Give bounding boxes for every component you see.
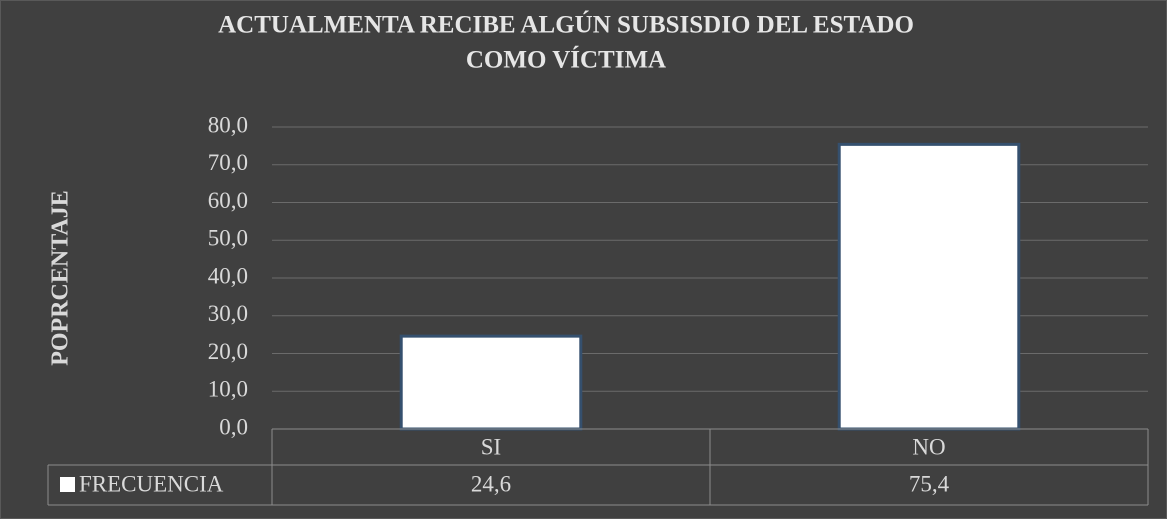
y-tick-label: 0,0: [219, 414, 248, 439]
y-axis-label: POPRCENTAJE: [48, 190, 74, 366]
bar: [837, 142, 1021, 431]
bar: [399, 334, 583, 431]
x-tick-label: NO: [912, 434, 945, 459]
y-tick-label: 40,0: [208, 263, 248, 288]
y-tick-label: 50,0: [208, 226, 248, 251]
legend-label: FRECUENCIA: [79, 471, 224, 496]
y-tick-label: 70,0: [208, 150, 248, 175]
chart-title: COMO VÍCTIMA: [466, 46, 666, 74]
y-tick-label: 30,0: [208, 301, 248, 326]
legend-swatch: [60, 477, 75, 492]
x-tick-label: SI: [481, 434, 501, 459]
data-table-value: 75,4: [909, 471, 950, 496]
data-table-value: 24,6: [471, 471, 511, 496]
y-tick-label: 60,0: [208, 188, 248, 213]
y-tick-label: 80,0: [208, 112, 248, 137]
y-tick-label: 10,0: [208, 377, 248, 402]
y-tick-label: 20,0: [208, 339, 248, 364]
chart-title: ACTUALMENTA RECIBE ALGÚN SUBSISDIO DEL E…: [218, 11, 914, 39]
